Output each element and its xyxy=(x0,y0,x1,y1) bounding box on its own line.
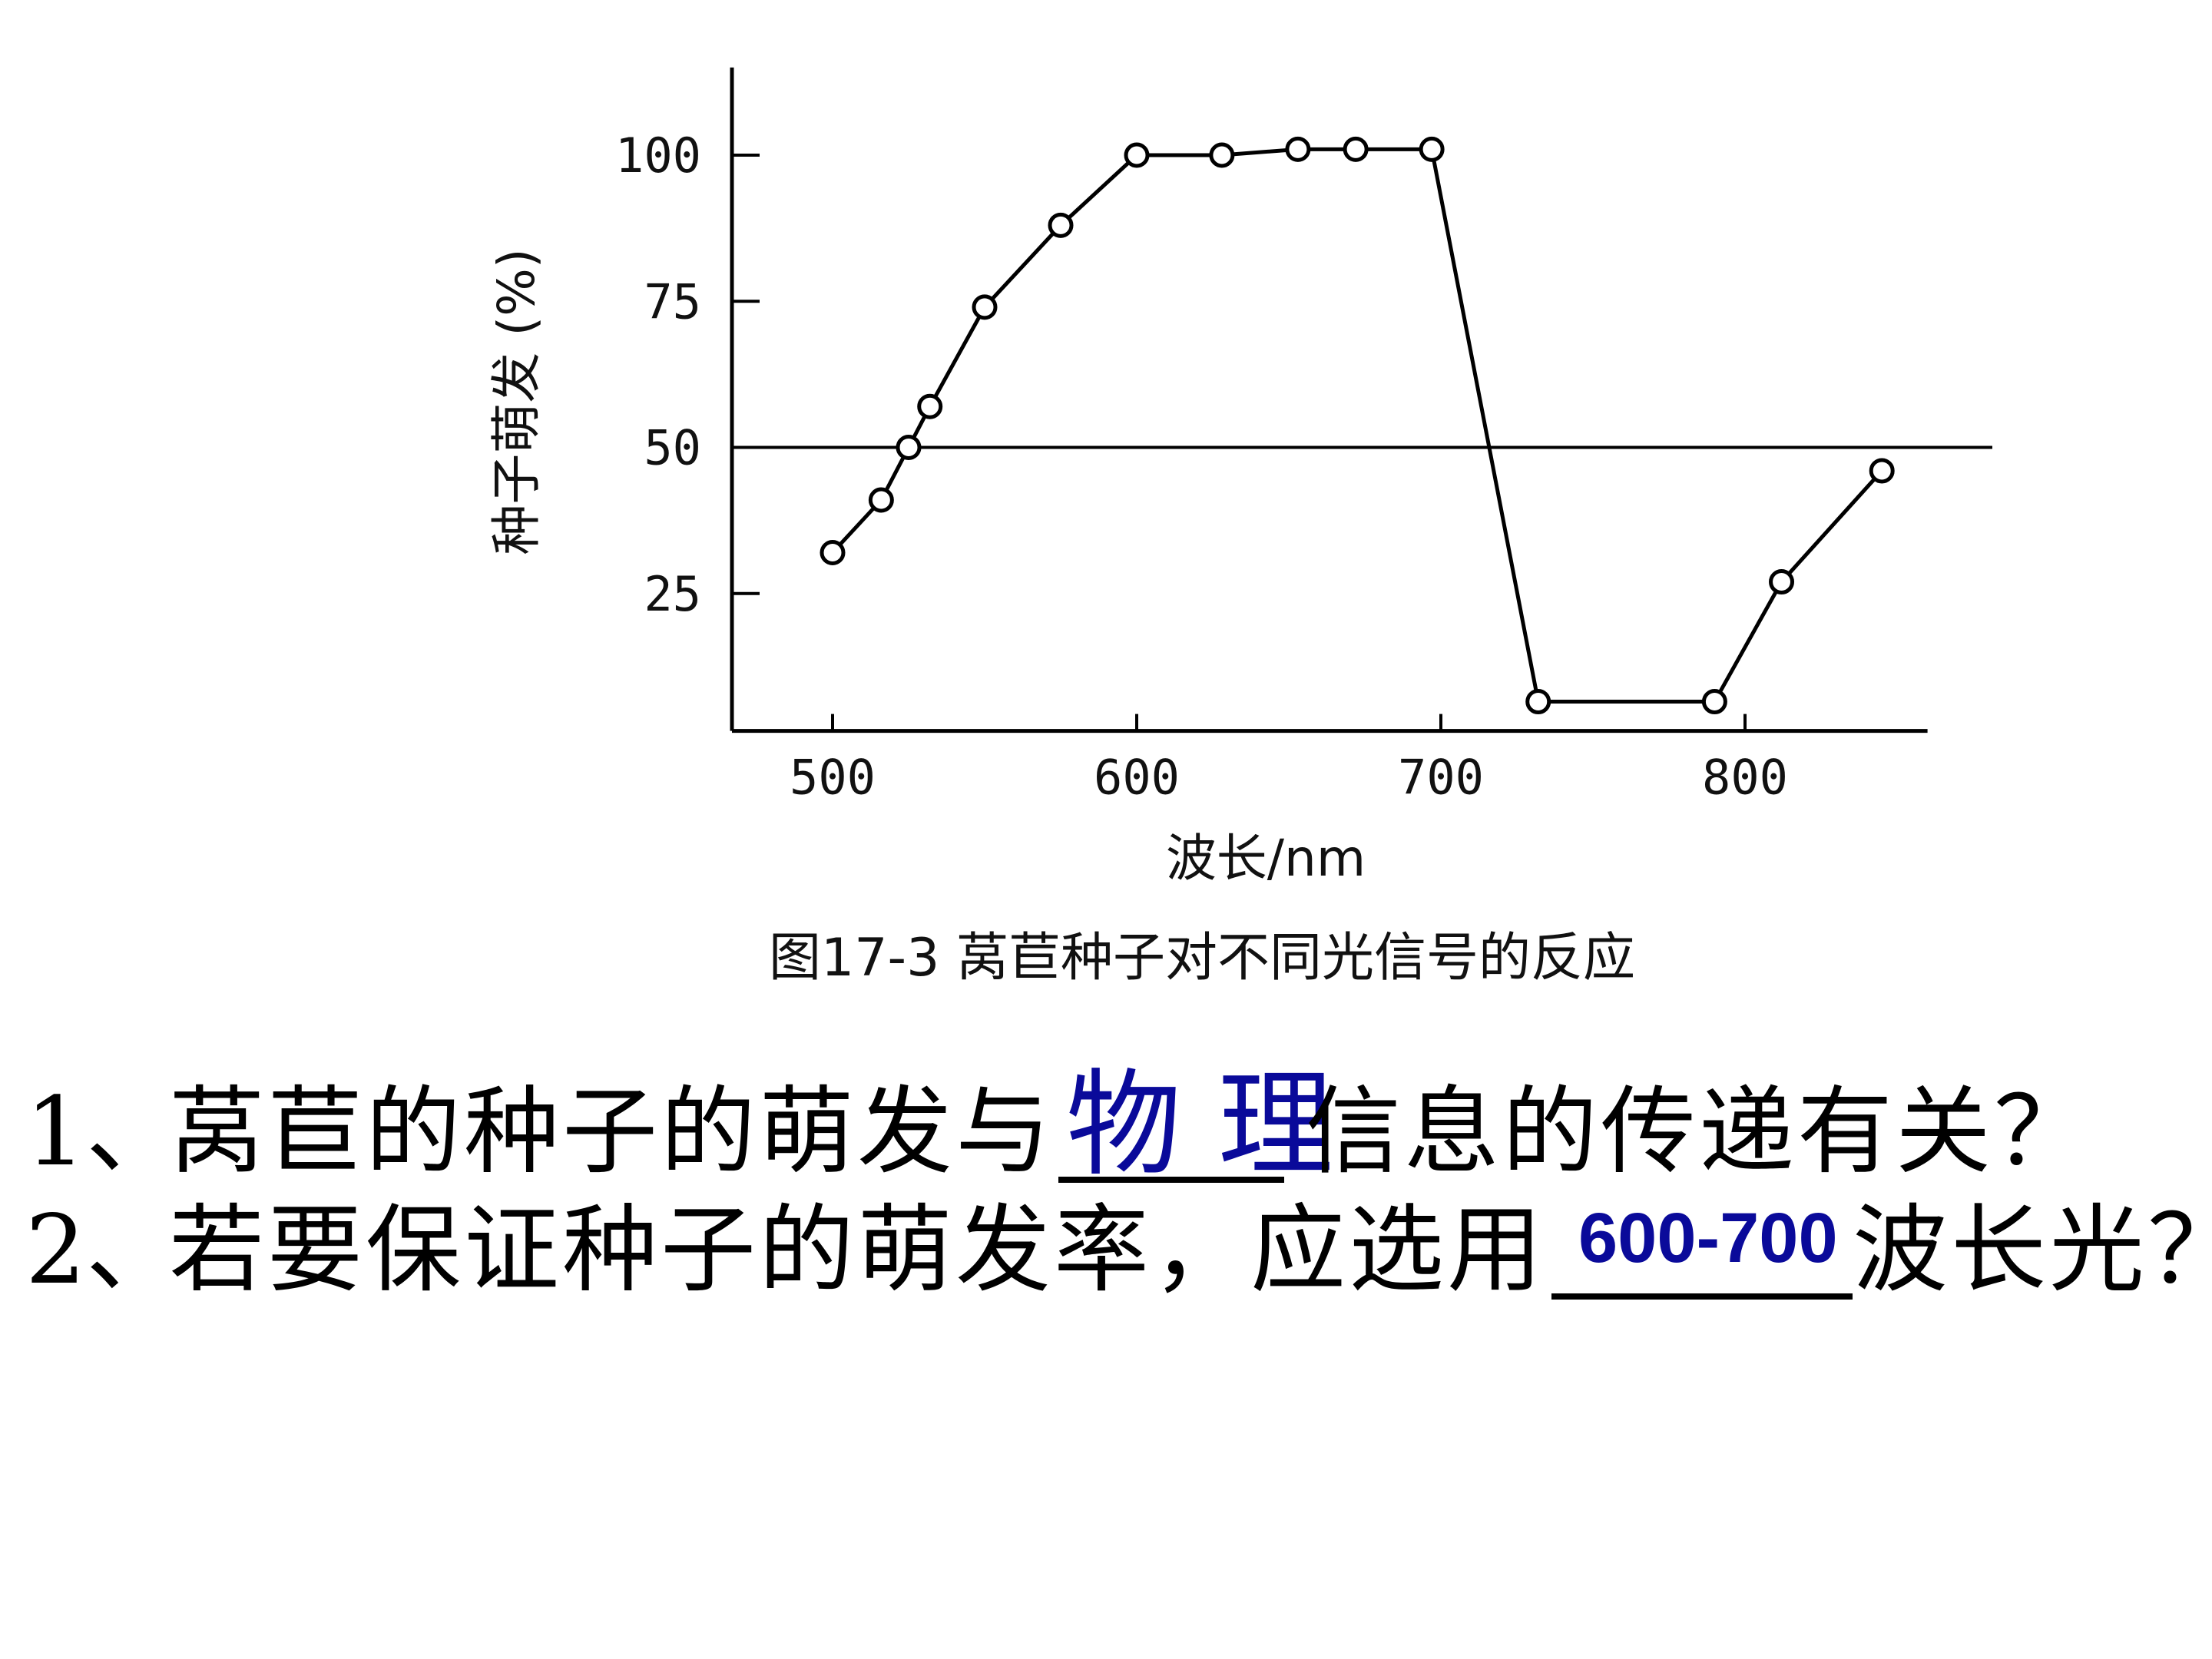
question-2-text-after: 波长光？ xyxy=(1853,1195,2212,1306)
question-2-blank xyxy=(1551,1214,1853,1300)
data-point xyxy=(1209,142,1235,168)
x-axis-title: 波长/nm xyxy=(1166,829,1366,888)
question-2-number: 2、 xyxy=(25,1195,181,1306)
y-tick-label: 100 xyxy=(615,127,701,184)
question-2-answer: 600-700 xyxy=(1578,1199,1838,1277)
data-point xyxy=(1869,458,1895,484)
y-axis-title: 种子萌发 (%) xyxy=(487,248,546,555)
germination-chart: 25 50 75 100 500 600 700 800 种子萌发 (%) 波长/nm 图17… xyxy=(487,67,1992,988)
data-point xyxy=(1124,142,1150,168)
data-point xyxy=(1419,136,1445,162)
question-2-text-before: 若要保证种子的萌发率，应选用 xyxy=(169,1195,1546,1306)
question-1-number: 1、 xyxy=(25,1077,181,1187)
x-tick-label: 800 xyxy=(1702,750,1788,806)
data-point xyxy=(1525,689,1551,715)
y-tick-label: 75 xyxy=(644,273,701,329)
data-point xyxy=(896,435,922,460)
x-tick-label: 500 xyxy=(790,750,876,806)
data-point xyxy=(917,393,943,419)
y-tick-label: 50 xyxy=(644,420,701,476)
data-point xyxy=(1285,136,1311,162)
data-point xyxy=(820,539,846,565)
question-1-answer: 物 理 xyxy=(1066,1058,1333,1192)
data-point xyxy=(972,294,998,320)
y-tick-label: 25 xyxy=(644,566,701,622)
data-point xyxy=(868,487,894,513)
x-tick-label: 700 xyxy=(1398,750,1484,806)
question-1-text-after: 信息的传递有关？ xyxy=(1306,1077,2093,1187)
data-point xyxy=(1701,689,1727,715)
x-tick-label: 600 xyxy=(1094,750,1180,806)
data-point xyxy=(1048,212,1074,238)
data-point xyxy=(1769,569,1795,595)
data-point xyxy=(1343,136,1369,162)
chart-caption: 图17-3 莴苣种子对不同光信号的反应 xyxy=(769,928,1635,988)
question-1-blank xyxy=(1058,1103,1284,1183)
data-line xyxy=(831,147,1884,704)
question-1-text-before: 莴苣的种子的萌发与 xyxy=(169,1077,1055,1187)
